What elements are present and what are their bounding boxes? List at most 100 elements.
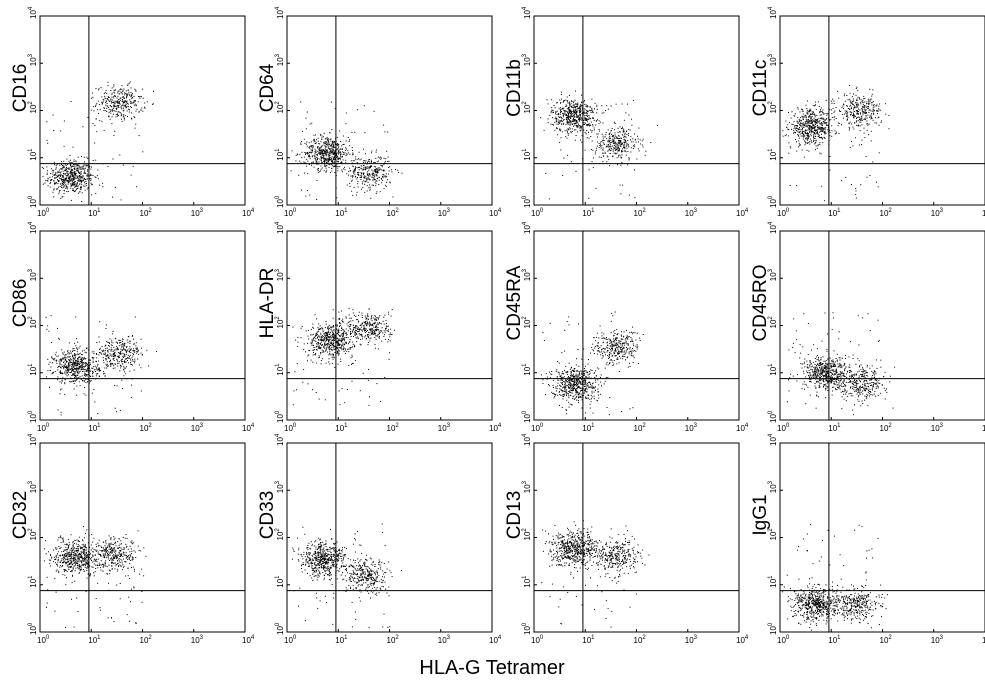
data-point xyxy=(866,103,867,105)
data-point xyxy=(136,348,138,350)
data-point xyxy=(332,142,334,144)
data-point xyxy=(606,161,608,163)
data-point xyxy=(66,186,68,188)
data-point xyxy=(70,172,72,174)
data-point xyxy=(129,99,131,101)
data-point xyxy=(57,188,59,190)
data-point xyxy=(78,372,80,374)
data-point xyxy=(68,359,70,361)
data-point xyxy=(303,156,305,158)
data-point xyxy=(817,126,818,128)
data-point xyxy=(94,371,96,372)
data-point xyxy=(54,182,56,184)
data-point xyxy=(85,368,87,370)
data-point xyxy=(70,183,72,185)
data-point xyxy=(106,355,107,357)
data-point xyxy=(87,378,89,380)
data-point xyxy=(80,172,82,174)
data-point xyxy=(799,133,801,135)
data-point xyxy=(307,190,308,192)
data-point xyxy=(76,385,78,387)
data-point xyxy=(375,192,377,194)
data-point xyxy=(73,369,75,370)
data-point xyxy=(806,109,808,111)
data-point xyxy=(323,142,325,144)
data-point xyxy=(89,362,91,364)
data-point xyxy=(59,175,61,177)
data-point xyxy=(349,339,351,341)
data-point xyxy=(579,108,581,110)
data-point xyxy=(580,118,582,120)
data-point xyxy=(338,344,340,346)
data-point xyxy=(585,124,587,126)
data-point xyxy=(136,351,138,352)
data-point xyxy=(129,356,130,358)
data-point xyxy=(580,105,582,107)
data-point xyxy=(64,357,66,359)
data-point xyxy=(54,174,56,176)
data-point xyxy=(89,380,90,382)
data-point xyxy=(872,161,874,163)
data-point xyxy=(560,149,562,151)
data-point xyxy=(814,114,815,116)
data-point xyxy=(331,343,333,345)
data-point xyxy=(371,150,373,152)
data-point xyxy=(314,143,316,144)
data-point xyxy=(80,166,82,168)
data-point xyxy=(57,376,59,378)
data-point xyxy=(102,182,104,184)
data-point xyxy=(84,358,86,360)
data-point xyxy=(623,139,625,141)
data-point xyxy=(807,142,809,144)
data-point xyxy=(585,115,587,116)
data-point xyxy=(584,117,586,119)
data-point xyxy=(363,168,365,170)
data-point xyxy=(620,193,622,195)
data-point xyxy=(84,164,86,166)
data-point xyxy=(81,360,83,362)
data-point xyxy=(70,170,72,172)
data-point xyxy=(305,152,307,154)
data-point xyxy=(630,151,632,153)
data-point xyxy=(69,155,71,156)
data-point xyxy=(52,362,54,364)
data-point xyxy=(581,119,583,121)
data-point xyxy=(545,172,547,174)
data-point xyxy=(318,168,319,170)
data-point xyxy=(79,171,81,173)
data-point xyxy=(77,168,78,170)
data-point xyxy=(68,179,70,181)
data-point xyxy=(805,118,807,120)
data-point xyxy=(111,87,113,89)
data-point xyxy=(56,188,58,190)
data-point xyxy=(87,367,88,369)
data-point xyxy=(569,111,571,113)
data-point xyxy=(615,146,617,148)
data-point xyxy=(797,122,799,124)
data-point xyxy=(310,146,312,148)
data-point xyxy=(108,115,110,117)
data-point xyxy=(131,112,132,114)
data-point xyxy=(110,99,112,101)
data-point xyxy=(123,97,125,99)
data-point xyxy=(121,114,123,116)
data-point xyxy=(817,101,819,103)
data-point xyxy=(384,160,386,162)
data-point xyxy=(57,179,58,181)
data-point xyxy=(300,162,302,164)
data-point xyxy=(97,169,99,171)
data-point xyxy=(605,134,607,136)
data-point xyxy=(122,164,124,166)
data-point xyxy=(63,186,65,188)
data-point xyxy=(67,164,69,165)
data-point xyxy=(55,359,57,361)
data-point xyxy=(864,110,866,112)
data-point xyxy=(815,108,817,110)
data-point xyxy=(809,131,811,133)
data-point xyxy=(338,325,340,327)
data-point xyxy=(322,149,324,150)
data-point xyxy=(794,115,796,117)
data-point xyxy=(120,353,122,355)
data-point xyxy=(817,144,819,146)
data-point xyxy=(130,362,131,364)
